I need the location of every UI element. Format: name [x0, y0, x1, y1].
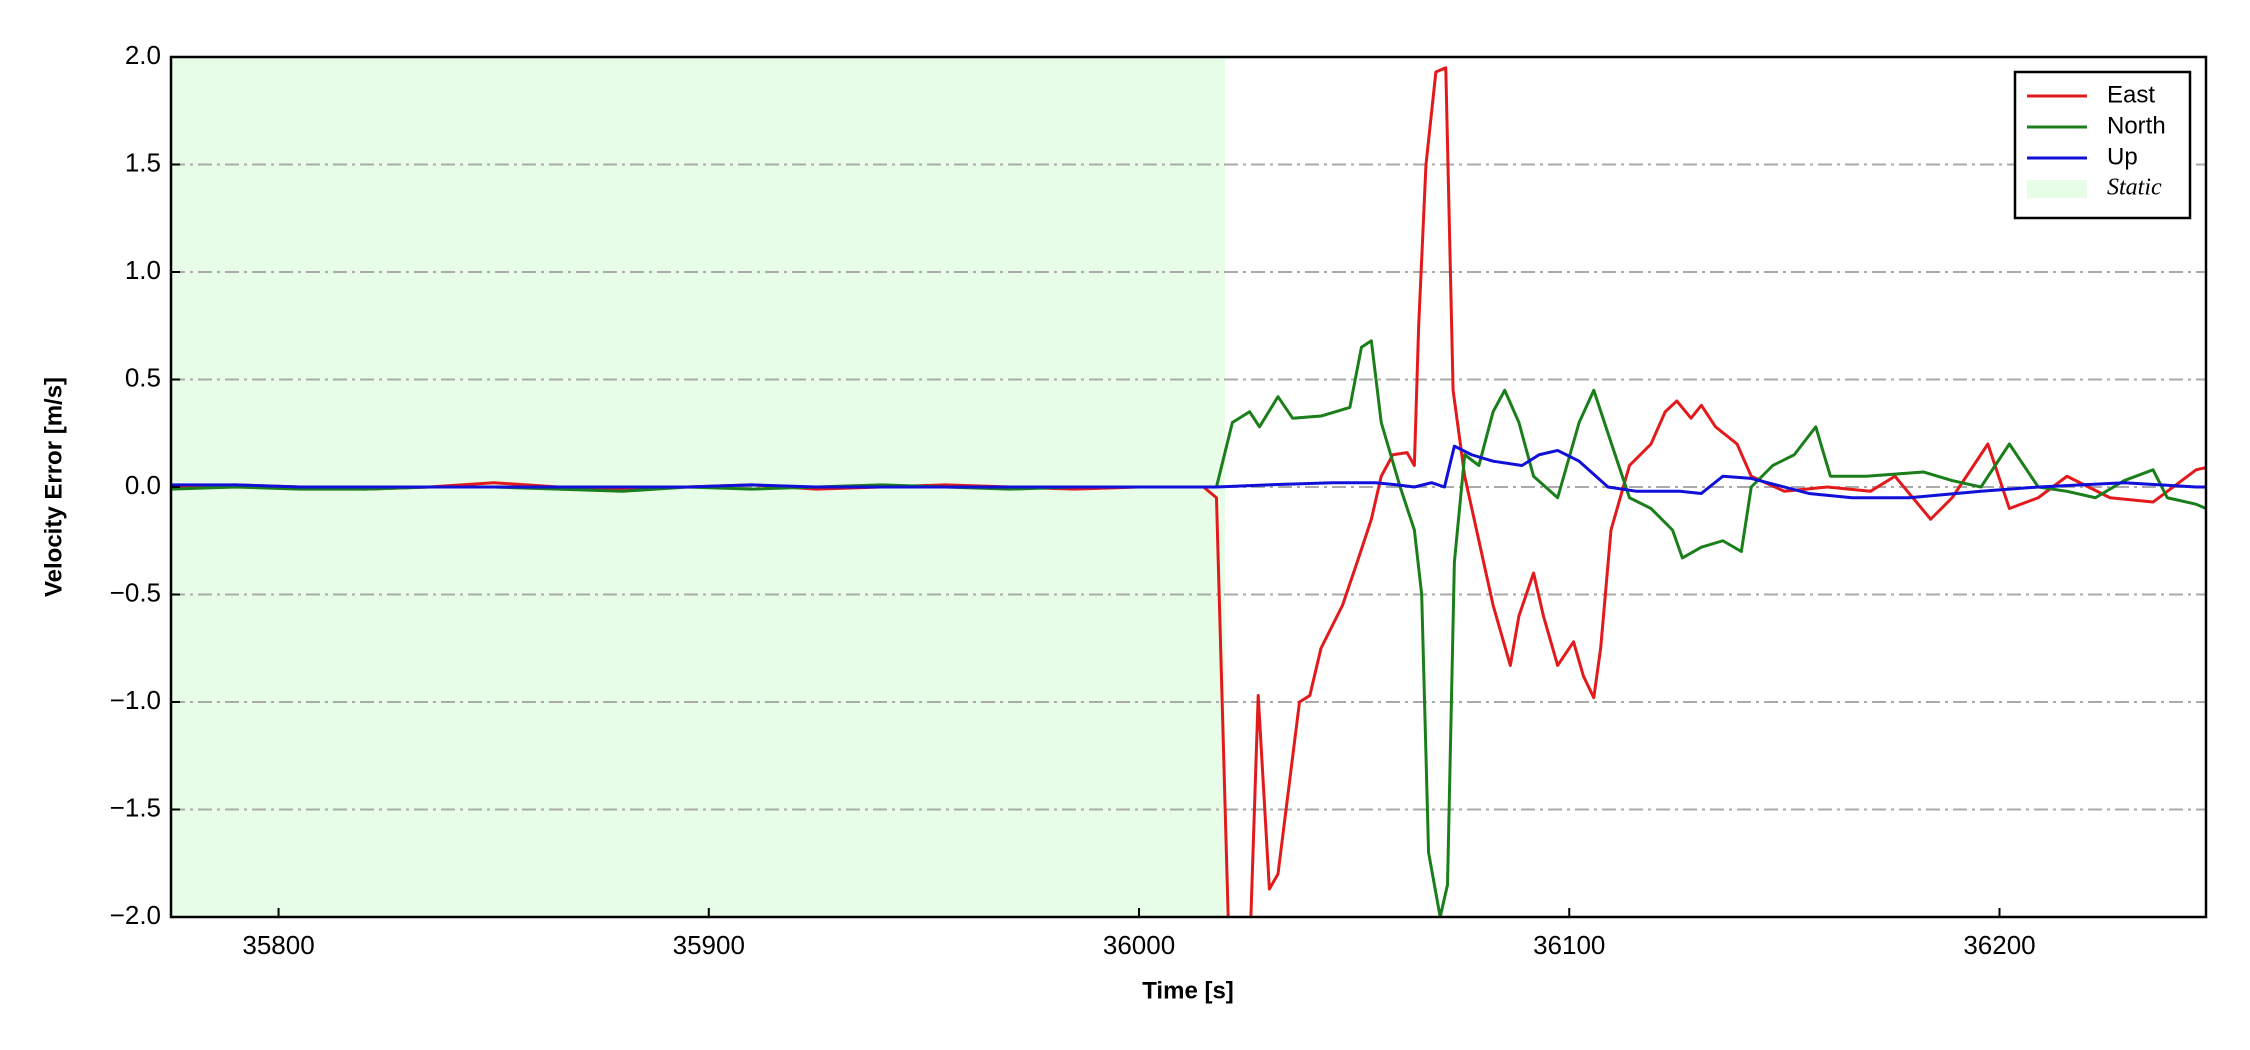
legend-swatch — [2027, 180, 2087, 198]
x-tick-label: 36000 — [1103, 930, 1175, 960]
x-axis-label: Time [s] — [1142, 977, 1234, 1004]
x-tick-label: 35800 — [242, 930, 314, 960]
x-tick-label: 36100 — [1533, 930, 1605, 960]
y-tick-label: 0.0 — [125, 470, 161, 500]
legend-label: Static — [2107, 175, 2162, 201]
ticks: −2.0 −1.5 −1.0 −0.5 0.0 0.5 1.0 1.5 2.0 35800 3590… — [110, 40, 2036, 960]
legend-label: Up — [2107, 143, 2138, 170]
y-tick-label: 2.0 — [125, 40, 161, 70]
y-tick-label: −2.0 — [110, 900, 161, 930]
series-line — [171, 444, 2206, 500]
y-tick-label: 1.0 — [125, 255, 161, 285]
y-tick-label: 1.5 — [125, 147, 161, 177]
legend-label: East — [2107, 81, 2155, 108]
lines — [171, 66, 2206, 917]
legend-label: North — [2107, 112, 2166, 139]
y-tick-label: 0.5 — [125, 362, 161, 392]
y-axis-label: Velocity Error [m/s] — [40, 377, 67, 597]
x-tick-label: 35900 — [673, 930, 745, 960]
y-tick-label: −1.0 — [110, 685, 161, 715]
legend: East North Up Static — [2013, 70, 2192, 220]
y-tick-label: −0.5 — [110, 577, 161, 607]
y-tick-label: −1.5 — [110, 792, 161, 822]
x-tick-label: 36200 — [1963, 930, 2035, 960]
